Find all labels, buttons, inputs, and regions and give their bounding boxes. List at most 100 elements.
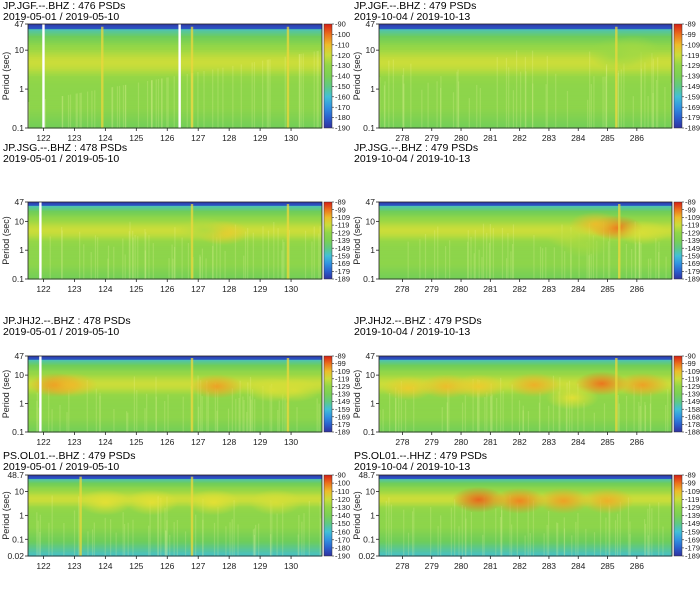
y-tick-label: 0.1 bbox=[363, 427, 375, 437]
texture-streak bbox=[219, 231, 221, 279]
heatmap-band bbox=[28, 397, 322, 400]
texture-streak bbox=[207, 391, 209, 432]
x-tick-label: 280 bbox=[454, 561, 468, 571]
heatmap-band bbox=[28, 240, 322, 243]
heatmap-band bbox=[379, 213, 672, 216]
y-tick-label: 48.7 bbox=[358, 470, 375, 480]
heatmap-band bbox=[379, 93, 672, 96]
heatmap-band bbox=[28, 415, 322, 418]
texture-streak bbox=[520, 71, 522, 128]
heatmap-band bbox=[28, 373, 322, 376]
texture-streak bbox=[531, 50, 534, 128]
x-tick-label: 127 bbox=[191, 437, 205, 447]
heatmap-band bbox=[28, 270, 322, 272]
texture-streak bbox=[28, 101, 30, 128]
colorbar-tick-label: -149 bbox=[685, 397, 700, 406]
colorbar-tick-label: -129 bbox=[685, 382, 700, 391]
heatmap-band bbox=[28, 93, 322, 96]
texture-streak bbox=[658, 251, 660, 279]
texture-streak bbox=[516, 50, 518, 128]
texture-streak bbox=[548, 511, 550, 556]
heatmap-band bbox=[28, 543, 322, 546]
texture-streak bbox=[468, 98, 470, 128]
texture-streak bbox=[44, 99, 47, 128]
texture-streak bbox=[651, 53, 653, 128]
texture-streak bbox=[603, 403, 606, 432]
texture-streak bbox=[151, 80, 153, 128]
heatmap-band bbox=[28, 110, 322, 113]
texture-streak bbox=[434, 230, 436, 279]
heatmap-band bbox=[28, 524, 322, 527]
psd-burst bbox=[557, 232, 611, 258]
texture-streak bbox=[237, 524, 239, 556]
heatmap-band bbox=[28, 411, 322, 414]
texture-streak bbox=[137, 82, 140, 128]
texture-streak bbox=[467, 230, 469, 279]
x-tick-label: 280 bbox=[454, 284, 468, 294]
heatmap-band bbox=[379, 102, 672, 105]
heatmap-band bbox=[379, 243, 672, 245]
texture-streak bbox=[297, 534, 299, 556]
texture-streak bbox=[115, 532, 117, 556]
heatmap-band bbox=[379, 275, 672, 278]
panel-title: JP.JSG.--.BHZ : 478 PSDs bbox=[3, 142, 127, 154]
texture-streak bbox=[631, 249, 633, 279]
heatmap-band bbox=[379, 62, 672, 65]
texture-streak bbox=[317, 50, 319, 128]
heatmap-band bbox=[28, 424, 322, 427]
heatmap-band bbox=[28, 364, 322, 367]
heatmap-band bbox=[28, 212, 322, 215]
heatmap-band bbox=[28, 510, 322, 513]
heatmap-band bbox=[379, 60, 672, 63]
heatmap-band bbox=[379, 56, 672, 60]
texture-streak bbox=[640, 242, 642, 279]
heatmap-band bbox=[28, 248, 322, 251]
texture-streak bbox=[571, 393, 573, 432]
texture-streak bbox=[525, 71, 527, 128]
texture-streak bbox=[670, 403, 672, 432]
texture-streak bbox=[605, 517, 607, 556]
heatmap-band bbox=[379, 415, 672, 418]
heatmap-band bbox=[379, 72, 672, 75]
heatmap-band bbox=[379, 205, 672, 208]
heatmap-band bbox=[28, 518, 322, 521]
texture-streak bbox=[217, 68, 219, 128]
heatmap-band bbox=[28, 481, 322, 484]
texture-streak bbox=[643, 519, 646, 556]
heatmap-band bbox=[28, 401, 322, 404]
heatmap-band bbox=[379, 32, 672, 35]
texture-streak bbox=[247, 227, 249, 279]
texture-streak bbox=[563, 517, 565, 556]
heatmap-band bbox=[28, 221, 322, 224]
heatmap-band bbox=[28, 547, 322, 550]
texture-streak bbox=[483, 496, 485, 556]
heatmap-band bbox=[28, 202, 322, 204]
texture-streak bbox=[444, 246, 447, 279]
x-tick-label: 282 bbox=[513, 437, 527, 447]
texture-streak bbox=[63, 523, 65, 556]
texture-streak bbox=[652, 92, 654, 128]
psd-spike bbox=[286, 204, 290, 279]
heatmap-band bbox=[28, 76, 322, 79]
texture-streak bbox=[512, 224, 515, 279]
heatmap-band bbox=[28, 402, 322, 405]
colorbar-tick-label: -119 bbox=[685, 51, 699, 60]
texture-streak bbox=[476, 84, 478, 128]
texture-streak bbox=[316, 50, 318, 128]
texture-streak bbox=[282, 502, 284, 556]
texture-streak bbox=[575, 521, 577, 556]
texture-streak bbox=[524, 56, 526, 128]
heatmap-band bbox=[379, 236, 672, 239]
texture-streak bbox=[492, 228, 494, 279]
texture-streak bbox=[623, 63, 625, 128]
heatmap-band bbox=[379, 529, 672, 531]
texture-streak bbox=[161, 78, 163, 128]
colorbar-tick-label: -129 bbox=[335, 382, 350, 391]
texture-streak bbox=[587, 99, 589, 128]
heatmap-band bbox=[28, 361, 322, 363]
heatmap-band bbox=[379, 241, 672, 244]
colorbar-tick-label: -158 bbox=[685, 405, 700, 414]
texture-streak bbox=[181, 237, 183, 279]
heatmap-band bbox=[379, 270, 672, 272]
